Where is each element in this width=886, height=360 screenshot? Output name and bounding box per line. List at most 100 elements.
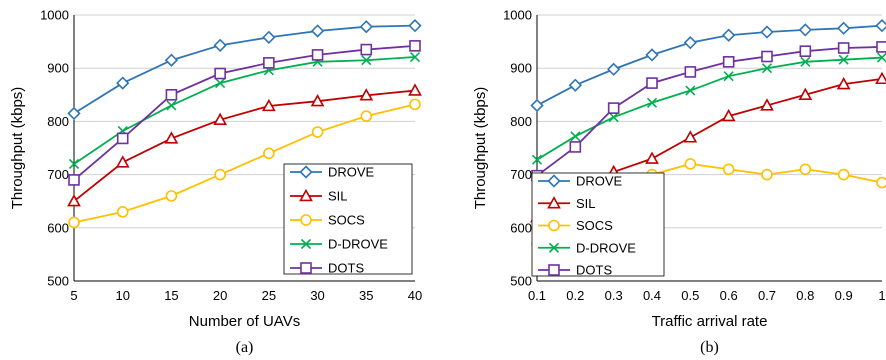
data-point-d-drove xyxy=(761,63,773,74)
legend-label: D-DROVE xyxy=(576,240,636,255)
data-point-socs xyxy=(761,168,773,181)
data-point-d-drove xyxy=(215,78,226,89)
x-tick-label: 0.3 xyxy=(605,288,623,303)
legend-marker xyxy=(548,219,560,232)
legend-item-drove: DROVE xyxy=(290,165,375,180)
legend-marker xyxy=(548,242,560,253)
x-tick-label: 0.2 xyxy=(566,288,584,303)
y-axis-label: Throughput (kbps) xyxy=(472,87,489,210)
x-tick-label: 0.1 xyxy=(528,288,546,303)
x-tick-label: 0.6 xyxy=(720,288,738,303)
series-line-drove xyxy=(536,24,883,107)
legend-item-dots: DOTS xyxy=(290,261,364,276)
data-point-dots xyxy=(165,89,178,101)
series-line-drove xyxy=(73,24,416,115)
data-point-sil xyxy=(213,112,228,126)
data-point-d-drove xyxy=(646,97,658,108)
y-tick-label: 500 xyxy=(510,274,532,289)
x-tick-label: 40 xyxy=(408,288,422,303)
legend-item-d-drove: D-DROVE xyxy=(290,237,388,252)
data-point-dots xyxy=(116,132,129,145)
data-point-sil xyxy=(164,131,179,144)
y-tick-label: 700 xyxy=(510,167,532,182)
legend-label: DOTS xyxy=(576,263,612,278)
data-point-socs xyxy=(263,147,275,160)
data-point-d-drove xyxy=(166,100,177,111)
x-tick-label: 1 xyxy=(878,288,885,303)
data-point-sil xyxy=(683,130,698,143)
x-tick-label: 0.8 xyxy=(796,288,814,303)
x-tick-label: 20 xyxy=(213,288,227,303)
x-tick-label: 10 xyxy=(115,288,129,303)
panel-caption: (a) xyxy=(236,339,254,356)
data-point-sil xyxy=(721,108,736,122)
data-point-socs xyxy=(799,163,812,176)
chart-panel-b: 500 600 700 800 900 1000 0.1 0.2 0.3 0.4 0.5 0.6 0.7… xyxy=(472,8,886,356)
data-point-drove xyxy=(67,106,81,121)
series-drove xyxy=(530,19,886,113)
data-point-d-drove xyxy=(531,154,543,165)
data-point-drove xyxy=(722,28,736,42)
series-d-drove xyxy=(531,52,886,165)
data-point-sil xyxy=(310,94,325,107)
x-tick-label: 30 xyxy=(310,288,324,303)
data-point-d-drove xyxy=(685,85,696,96)
legend: DROVE SIL SOCS D-DROVE DOTS xyxy=(531,172,665,278)
y-tick-label: 600 xyxy=(47,220,69,235)
y-axis-label: Throughput (kbps) xyxy=(9,87,26,210)
x-tick-label: 35 xyxy=(359,288,373,303)
data-point-dots xyxy=(607,102,620,114)
data-point-d-drove xyxy=(409,51,421,63)
x-tick-label: 0.7 xyxy=(758,288,776,303)
y-tick-label: 900 xyxy=(510,61,532,76)
data-point-drove xyxy=(164,53,179,67)
legend-label: SIL xyxy=(576,196,596,211)
data-point-dots xyxy=(876,41,886,53)
legend-label: SOCS xyxy=(576,218,613,233)
data-point-dots xyxy=(409,40,421,52)
legend-marker xyxy=(300,262,312,274)
y-tick-label: 800 xyxy=(510,114,532,129)
x-tick-label: 0.9 xyxy=(835,288,853,303)
data-point-drove xyxy=(262,30,276,44)
data-point-dots xyxy=(684,66,697,78)
data-point-dots xyxy=(360,43,373,56)
series-socs xyxy=(68,98,421,229)
chart-panel-a: 500 600 700 800 900 1000 5 10 15 20 25 30 35 40 Number… xyxy=(9,8,422,357)
data-point-sil xyxy=(875,71,886,85)
y-tick-label: 500 xyxy=(47,274,69,289)
legend: DROVE SIL SOCS D-DROVE DOTS xyxy=(283,163,413,276)
x-tick-label: 15 xyxy=(164,288,178,303)
data-point-drove xyxy=(837,21,851,35)
x-tick-label: 0.5 xyxy=(681,288,699,303)
data-point-sil xyxy=(836,77,851,90)
data-point-drove xyxy=(408,19,422,33)
data-point-socs xyxy=(165,190,178,202)
legend-marker xyxy=(547,196,561,209)
legend-item-socs: SOCS xyxy=(538,218,613,233)
data-point-socs xyxy=(68,216,80,229)
y-tick-label: 700 xyxy=(47,167,69,182)
data-point-socs xyxy=(360,110,373,122)
y-tick-label: 600 xyxy=(510,220,532,235)
data-point-sil xyxy=(645,151,659,164)
data-point-d-drove xyxy=(876,52,886,63)
series-dots xyxy=(531,41,886,182)
legend-item-d-drove: D-DROVE xyxy=(538,240,636,255)
legend-item-socs: SOCS xyxy=(290,213,365,228)
data-point-drove xyxy=(530,98,544,113)
series-line-d-drove xyxy=(73,56,416,165)
data-point-socs xyxy=(116,206,129,218)
data-point-drove xyxy=(645,48,659,62)
legend-item-drove: DROVE xyxy=(538,174,623,189)
data-point-socs xyxy=(409,98,421,111)
data-point-dots xyxy=(837,42,850,54)
x-tick-label: 5 xyxy=(70,288,77,303)
data-point-socs xyxy=(684,158,697,170)
series-line-dots xyxy=(73,44,416,181)
data-point-dots xyxy=(311,49,324,61)
data-point-dots xyxy=(799,45,812,57)
data-point-socs xyxy=(876,176,886,189)
legend-label: DROVE xyxy=(576,174,623,189)
